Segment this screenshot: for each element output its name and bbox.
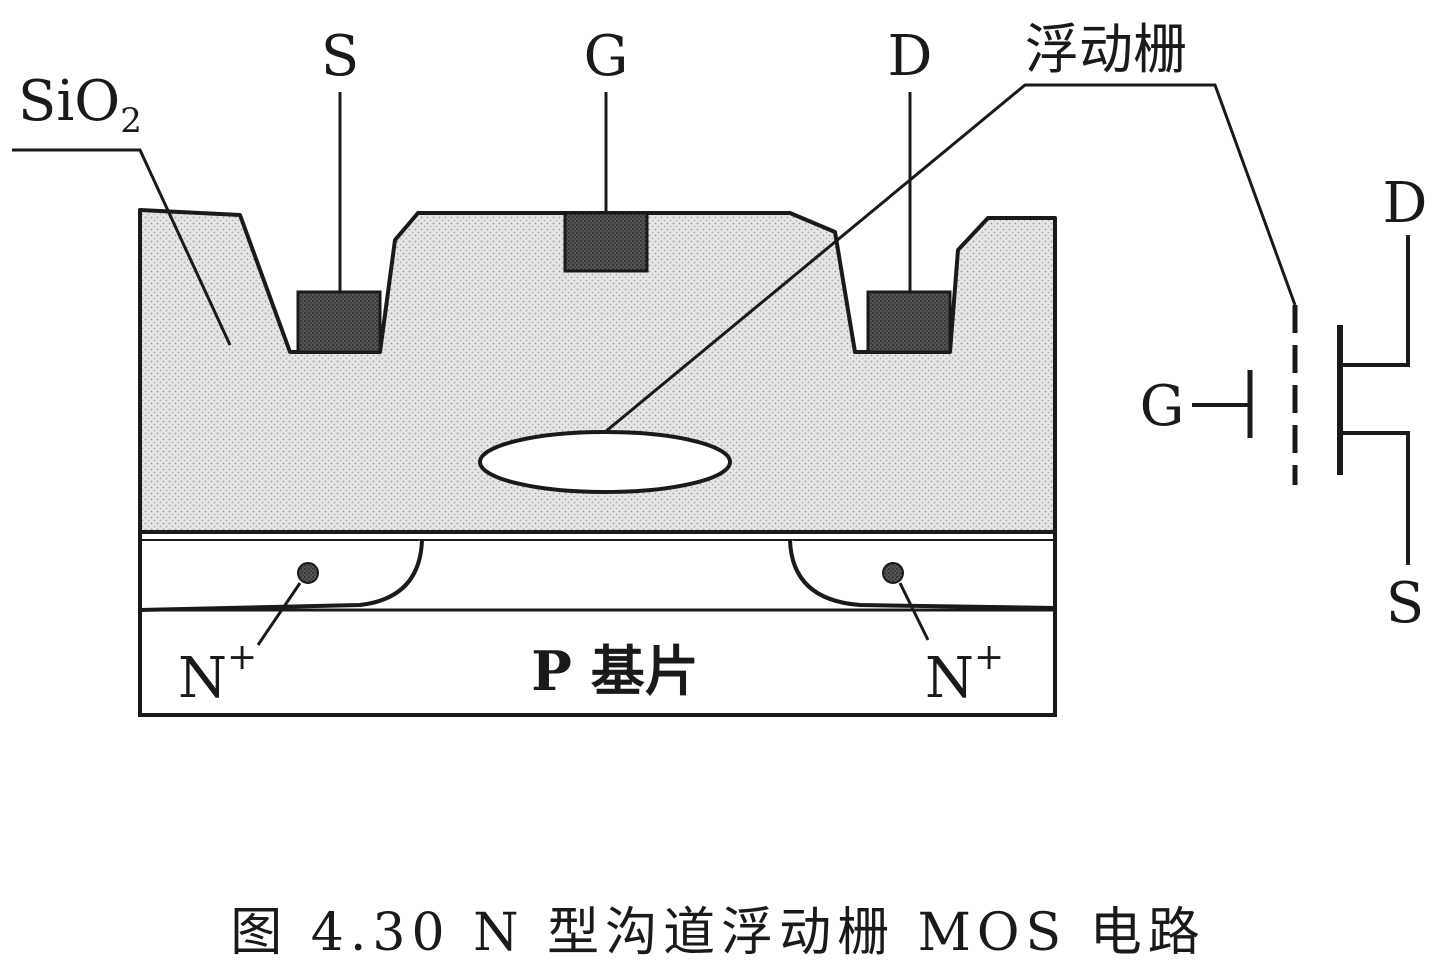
n-plus-label-left: N+	[178, 637, 257, 711]
figure-caption: 图 4.30 N 型沟道浮动栅 MOS 电路	[230, 903, 1205, 963]
source-label: S	[321, 24, 359, 89]
substrate-label: P 基片	[531, 639, 698, 703]
n-plus-right-leader	[898, 582, 930, 641]
symbol-source-wire	[1340, 431, 1410, 565]
floating-gate-ellipse	[478, 430, 732, 494]
n-plus-region-left	[139, 539, 424, 612]
floating-gate-leader	[604, 83, 1297, 434]
floating-gate-label: 浮动栅	[1025, 18, 1187, 81]
sio2-label: SiO2	[18, 69, 142, 141]
source-electrode	[296, 290, 382, 354]
n-plus-left-leader	[256, 582, 302, 646]
sio2-leader	[12, 148, 232, 346]
gate-electrode	[563, 211, 649, 273]
n-plus-label-right: N+	[925, 637, 1004, 711]
symbol-drain-wire	[1340, 235, 1410, 367]
electron-dot-left	[297, 562, 319, 584]
p-substrate	[138, 530, 1057, 717]
n-plus-region-right	[788, 539, 1056, 610]
drain-electrode	[866, 290, 952, 354]
drain-label: D	[888, 24, 933, 89]
electron-dot-right	[882, 562, 904, 584]
gate-label: G	[584, 24, 629, 89]
symbol-source-label: S	[1386, 571, 1424, 636]
symbol-drain-label: D	[1383, 171, 1428, 236]
transistor-symbol	[1192, 235, 1410, 565]
symbol-gate-label: G	[1140, 374, 1185, 439]
